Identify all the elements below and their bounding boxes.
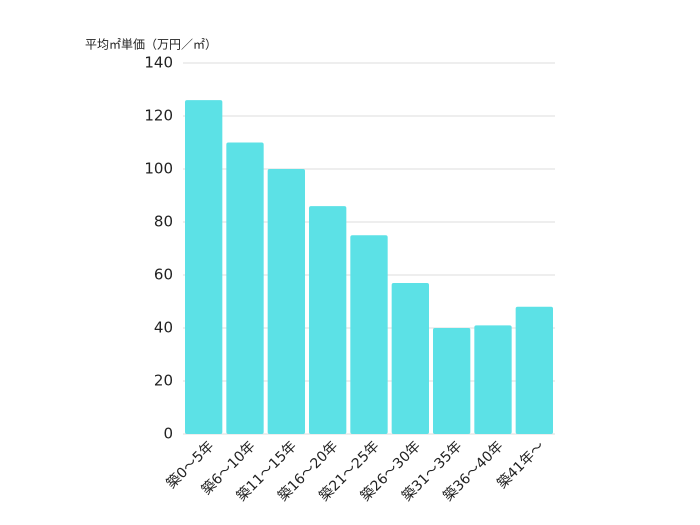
bar [474,325,512,434]
y-tick-label: 60 [154,266,173,284]
bar [267,169,305,434]
y-tick-label: 0 [163,425,173,443]
bar [391,282,429,434]
bar [309,206,347,434]
bar [185,100,223,434]
bar [515,306,553,434]
bar [350,235,388,434]
y-axis-title: 平均㎡単価（万円／㎡） [85,38,217,52]
y-tick-label: 80 [154,213,173,231]
y-tick-label: 40 [154,319,173,337]
y-tick-label: 120 [144,107,173,125]
y-tick-label: 100 [144,160,173,178]
bar [433,328,471,434]
y-tick-label: 140 [144,54,173,72]
y-tick-label: 20 [154,372,173,390]
bar [226,142,264,434]
